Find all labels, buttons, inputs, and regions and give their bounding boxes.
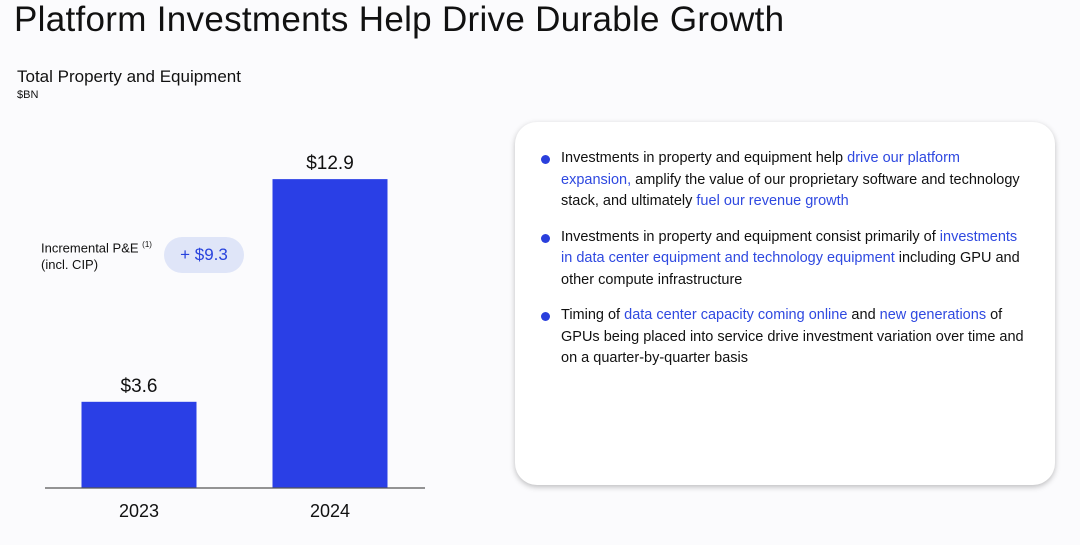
bullet-panel: Investments in property and equipment he… [515, 122, 1055, 485]
page-title: Platform Investments Help Drive Durable … [14, 0, 785, 39]
bullet-text: including GPU and other compute infrastr… [561, 250, 1020, 288]
bar-2023 [81, 401, 197, 488]
footnote-marker: (1) [142, 240, 152, 249]
category-label-2023: 2023 [119, 501, 159, 521]
bullet-list: Investments in property and equipment he… [541, 148, 1031, 384]
chart-title: Total Property and Equipment [17, 67, 241, 86]
bullet-item: Timing of data center capacity coming on… [541, 305, 1031, 370]
incremental-label-line2: (incl. CIP) [41, 257, 99, 273]
bullet-dot-icon [541, 233, 550, 243]
bullet-item: Investments in property and equipment he… [541, 148, 1031, 213]
bullet-item: Investments in property and equipment co… [541, 227, 1031, 292]
bullet-text: of GPUs being placed into service drive … [561, 307, 1024, 366]
bullet-highlight-text: investments in data center equipment and… [561, 228, 1018, 267]
bullet-highlight-text: new generations [879, 307, 987, 323]
category-label-2024: 2024 [310, 501, 350, 521]
incremental-label-line1: Incremental P&E [41, 240, 139, 256]
bullet-text: Investments in property and equipment co… [561, 228, 940, 245]
value-label-2024: $12.9 [306, 153, 354, 174]
bullet-text: Timing of [561, 307, 625, 323]
bullet-highlight-text: drive our platform expansion, [561, 150, 960, 188]
bullet-text: and [847, 307, 880, 323]
chart-unit: $BN [17, 89, 39, 101]
incremental-label: Incremental P&E (1) (incl. CIP) [41, 236, 152, 273]
bullet-highlight-text: data center capacity coming online [624, 307, 848, 323]
bullet-dot-icon [541, 155, 550, 164]
bar-2024 [272, 179, 388, 488]
bullet-text: amplify the value of our proprietary sof… [561, 171, 1020, 210]
value-label-2023: $3.6 [121, 376, 158, 397]
bullet-dot-icon [541, 312, 550, 321]
bullet-highlight-text: fuel our revenue growth [696, 193, 849, 209]
bar-chart: $3.6 2023 $12.9 2024 [45, 153, 425, 521]
incremental-value-pill: + $9.3 [164, 237, 244, 273]
bullet-text: Investments in property and equipment he… [561, 150, 848, 166]
